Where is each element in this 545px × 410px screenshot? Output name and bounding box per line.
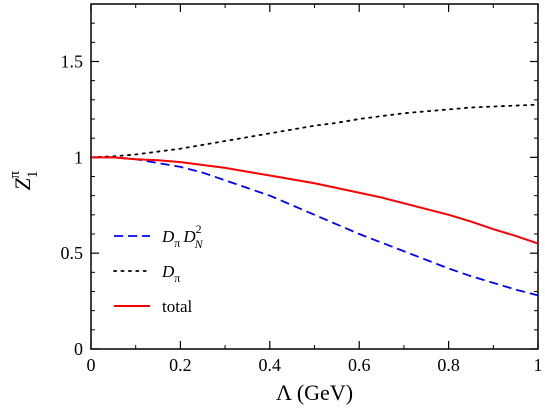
y-tick-label: 1	[74, 147, 83, 167]
axes: 0 0.2 0.4 0.6 0.8 1 0 0.5 1 1.5	[61, 3, 543, 375]
x-tick-label: 0.4	[259, 355, 282, 375]
x-tick-label: 0.6	[348, 355, 371, 375]
x-tick-label: 1	[534, 355, 543, 375]
x-tick-label: 0.8	[437, 355, 460, 375]
series-line-2	[90, 103, 539, 159]
series-layer	[90, 103, 539, 297]
series-line-1	[91, 156, 539, 297]
plot-frame	[90, 3, 539, 350]
legend: Dπ D2 N Dπ total	[113, 222, 204, 316]
x-axis-title: Λ (GeV)	[276, 380, 353, 405]
x-tick-label: 0	[87, 355, 96, 375]
y-tick-label: 0.5	[61, 243, 84, 263]
series-line-3	[91, 156, 539, 245]
y-axis-title: Z1π	[7, 171, 41, 191]
legend-label-2: Dπ	[161, 262, 180, 285]
y-tick-label: 0	[74, 339, 83, 359]
legend-label-1: Dπ D2 N	[161, 222, 204, 251]
y-tick-label: 1.5	[61, 52, 84, 72]
x-tick-label: 0.2	[169, 355, 192, 375]
legend-label-3: total	[162, 297, 192, 316]
axis-labels: Λ (GeV) Z1π	[7, 171, 353, 405]
